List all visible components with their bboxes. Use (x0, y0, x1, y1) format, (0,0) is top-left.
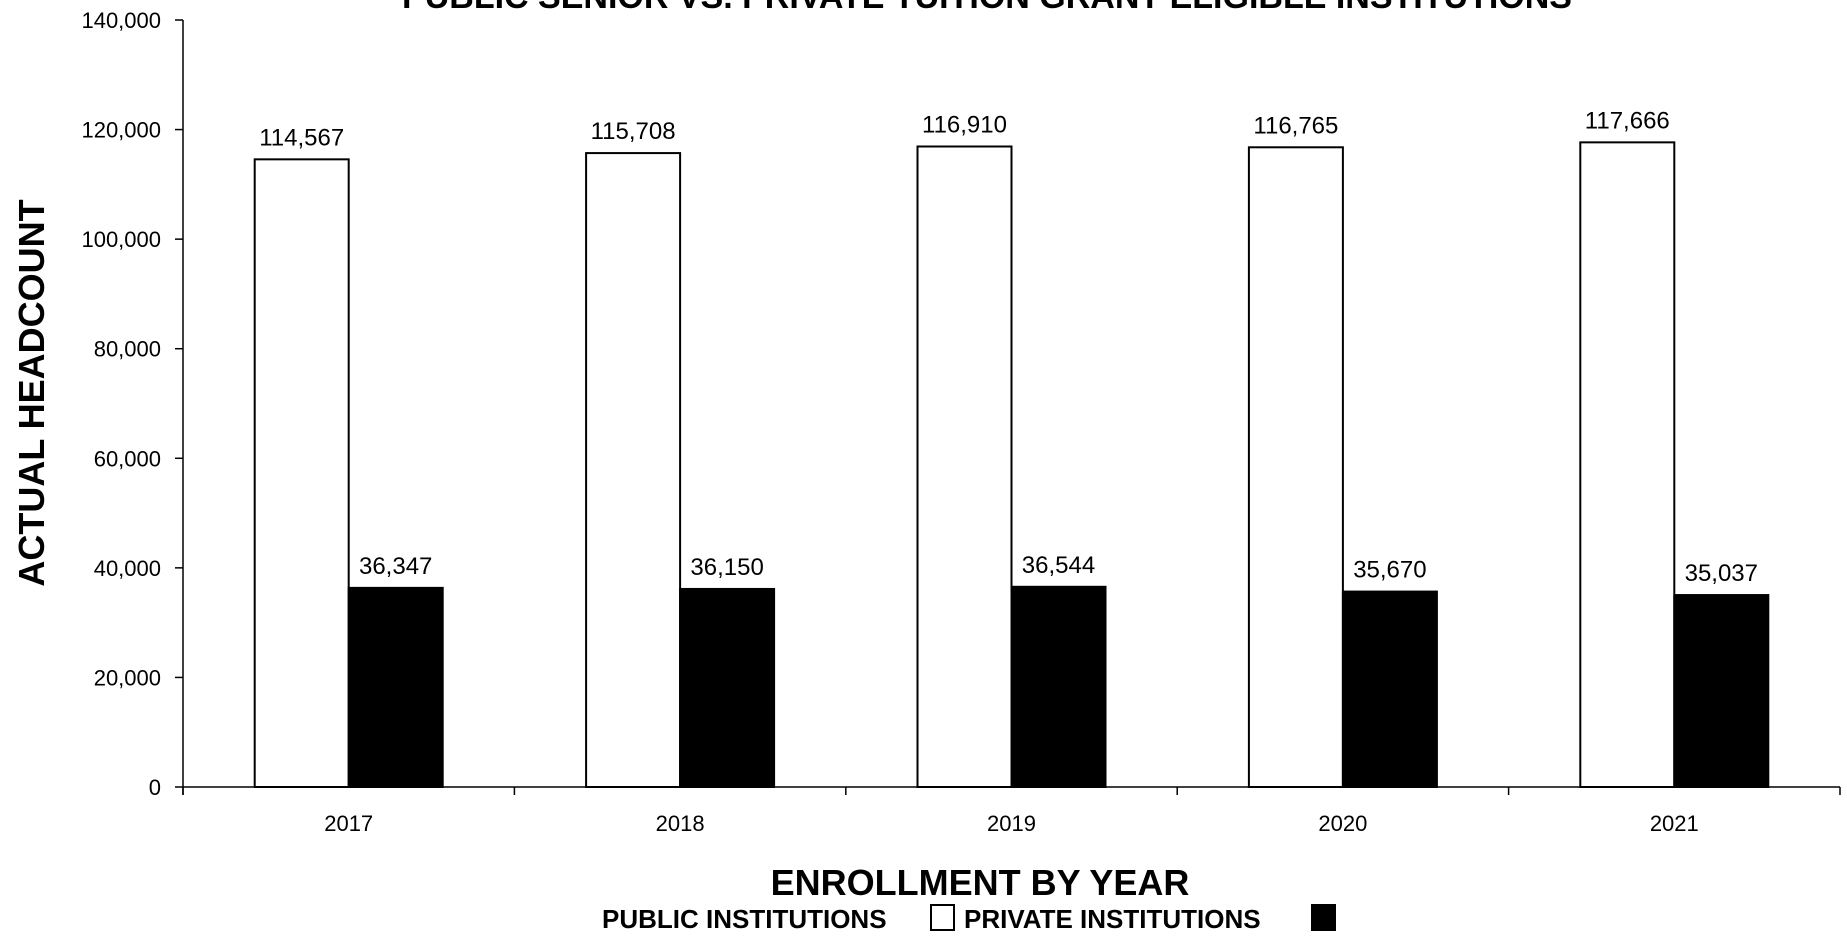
y-tick-label: 120,000 (81, 118, 161, 143)
y-tick-label: 0 (149, 775, 161, 800)
bar-private (347, 586, 444, 788)
data-label-public: 115,708 (591, 118, 676, 145)
x-tick-label: 2018 (656, 811, 705, 836)
y-axis-title: ACTUAL HEADCOUNT (11, 199, 52, 586)
data-labels: 114,567 36,347 115,708 36,150 116,910 36,544 1… (259, 107, 1758, 587)
legend-label-private: PRIVATE INSTITUTIONS (964, 904, 1261, 934)
y-tick-label: 80,000 (94, 337, 161, 362)
x-axis: 2017 2018 2019 2020 2021 (182, 786, 1841, 836)
y-axis: 0 20,000 40,000 60,000 80,000 100,000 120,000 1… (81, 8, 184, 800)
legend-swatch-private (1311, 904, 1336, 931)
x-tick-label: 2017 (324, 811, 373, 836)
legend: PUBLIC INSTITUTIONS PRIVATE INSTITUTIONS (602, 904, 1336, 934)
data-label-public: 116,910 (922, 112, 1007, 139)
y-tick-label: 40,000 (94, 556, 161, 581)
data-label-public: 116,765 (1253, 112, 1338, 139)
bar-private (1673, 594, 1770, 789)
data-label-private: 35,670 (1353, 557, 1426, 584)
bar-public (1579, 141, 1676, 789)
x-tick-label: 2021 (1650, 811, 1699, 836)
y-tick-label: 140,000 (81, 8, 161, 33)
bar-public (585, 152, 682, 789)
data-label-private: 36,347 (359, 553, 432, 580)
bar-public (916, 145, 1013, 788)
data-label-public: 114,567 (259, 124, 344, 151)
x-axis-title: ENROLLMENT BY YEAR (771, 862, 1190, 903)
x-tick-label: 2020 (1318, 811, 1367, 836)
bar-private (1341, 590, 1438, 788)
data-label-private: 36,544 (1022, 552, 1095, 579)
data-label-private: 35,037 (1685, 560, 1758, 587)
legend-label-public: PUBLIC INSTITUTIONS (602, 904, 887, 934)
bar-private (1010, 585, 1107, 788)
bars (253, 141, 1770, 789)
y-tick-label: 60,000 (94, 446, 161, 471)
data-label-private: 36,150 (690, 554, 763, 581)
legend-swatch-public (930, 904, 955, 931)
y-tick-label: 20,000 (94, 665, 161, 690)
x-tick-label: 2019 (987, 811, 1036, 836)
bar-private (679, 587, 776, 788)
chart-title: PUBLIC SENIOR VS. PRIVATE TUITION GRANT … (402, 0, 1572, 16)
y-tick-label: 100,000 (81, 227, 161, 252)
bar-public (253, 158, 350, 789)
bar-public (1247, 146, 1344, 788)
data-label-public: 117,666 (1585, 107, 1670, 134)
